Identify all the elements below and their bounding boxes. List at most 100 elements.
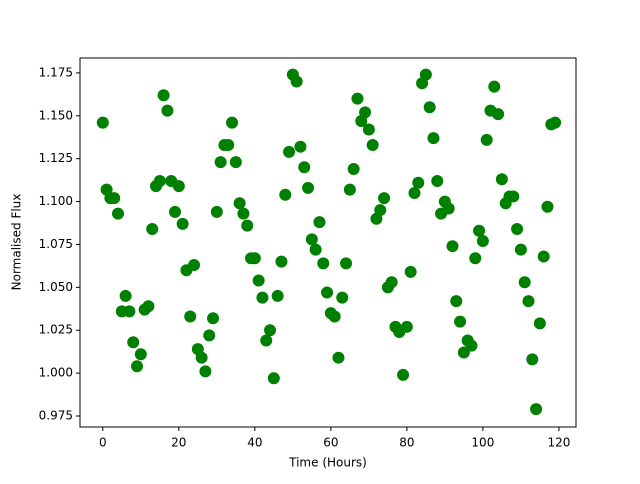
point [533,317,546,330]
point [279,188,292,201]
point [131,360,144,373]
point [96,116,109,129]
point [419,68,432,81]
point [302,181,315,194]
point [210,205,223,218]
point [172,180,185,193]
point [549,116,562,129]
point [153,175,166,187]
point [290,75,303,88]
point [351,92,364,105]
point [203,329,216,342]
point [161,104,174,117]
point [195,351,208,364]
point [366,138,379,151]
y-tick-label: 1.125 [39,151,73,165]
point [431,175,444,187]
point [404,265,417,278]
point [176,217,189,230]
y-tick-label: 1.000 [39,366,73,380]
point [450,295,463,308]
point [309,243,322,256]
point [522,295,535,308]
point [412,176,425,189]
point [184,310,197,323]
point [214,156,227,169]
point [359,106,372,119]
point [226,116,239,129]
x-tick-label: 100 [471,436,494,450]
point [298,161,311,174]
point [541,200,554,213]
point [229,156,242,169]
x-tick-label: 0 [99,436,107,450]
point [397,368,410,381]
point [374,204,387,217]
point [336,291,349,304]
x-tick-label: 20 [171,436,186,450]
y-tick-label: 0.975 [39,409,73,423]
point [317,257,330,270]
x-tick-label: 40 [247,436,262,450]
point [237,207,250,220]
x-tick-label: 60 [323,436,338,450]
point [305,233,318,246]
point [267,372,280,385]
point [313,216,326,229]
point [248,252,261,265]
point [142,300,155,313]
point [537,250,550,263]
point [465,339,478,352]
point [488,80,501,93]
point [256,291,269,304]
point [222,138,235,151]
point [427,132,440,145]
point [492,108,505,121]
point [400,320,413,333]
point [294,140,307,153]
point [271,289,284,302]
point [473,224,486,237]
point [123,305,136,318]
point [385,276,398,289]
point [442,202,455,215]
point [518,276,531,289]
point [169,205,182,218]
point [146,223,159,236]
point [127,336,140,349]
point [332,351,345,364]
y-tick-label: 1.150 [39,108,73,122]
plot-frame [79,57,577,428]
x-tick-label: 80 [399,436,414,450]
point [480,133,493,146]
point [199,365,212,378]
point [454,315,467,328]
point [252,274,265,287]
point [340,257,353,270]
point [241,219,254,232]
point [321,286,334,299]
point [495,173,508,186]
point [526,353,539,366]
point [507,190,520,203]
point [119,289,132,302]
point [157,89,170,102]
point [530,403,543,416]
point [511,223,524,236]
x-axis-label: Time (Hours) [288,456,367,470]
point [134,348,147,361]
point [188,259,201,272]
point [469,252,482,265]
y-axis-label: Normalised Flux [10,194,24,291]
point [476,235,489,248]
point [514,243,527,256]
point [260,334,273,347]
point [328,310,341,323]
y-tick-label: 1.050 [39,280,73,294]
point [207,312,220,325]
point [283,145,296,158]
point [343,183,356,196]
point [457,346,470,359]
point [347,162,360,175]
point [264,324,277,337]
